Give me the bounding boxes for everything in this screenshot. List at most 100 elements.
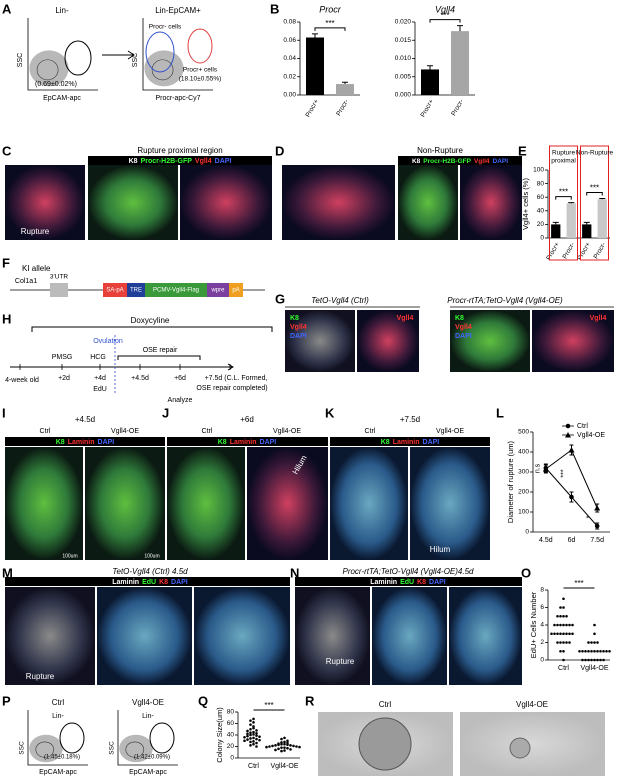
dot [584,649,587,653]
dot [553,632,556,636]
label: SSC [132,53,139,67]
flow-contour [125,741,145,758]
label: OSE repair completed) [196,385,267,392]
dot [289,748,292,751]
arrow [102,50,135,60]
label: (18.10±0.55%) [179,76,222,83]
stain-name: Laminin [68,439,95,446]
y-tick-label: 80 [537,180,545,187]
dot [268,745,271,748]
micrograph [5,447,83,560]
dot [252,740,255,743]
y-tick-label: 0.015 [395,37,412,44]
label: SSC [17,53,24,67]
flow-contour [151,59,174,81]
x-tick-label: Procr+ [576,241,592,261]
micrograph [295,587,370,685]
dot [562,623,565,627]
stain-name: DAPI [423,439,440,446]
dot [274,748,277,752]
error-bar [342,81,348,85]
micrograph [97,587,192,685]
panel-letter: B [270,1,279,16]
dot [556,623,559,627]
label: +4.5d [75,415,95,424]
label: Rupture [26,672,55,681]
dot [246,732,249,736]
dot [553,623,556,627]
label: Lin- [55,6,69,15]
dot [562,658,565,662]
stain-name: Vgll4 [195,158,212,165]
dot [265,745,268,749]
label: Analyze [168,397,193,404]
x-tick-label: Procr- [593,241,608,260]
dot [565,632,568,636]
y-tick-label: 8 [540,587,544,594]
significance: *** [325,19,334,28]
micrograph [330,447,408,560]
label: Lin- [142,713,154,720]
bar [582,224,592,238]
flow-contour [35,741,55,758]
label: (0.69±0.02%) [35,81,77,88]
legend-label: Vgll4-OE [577,432,605,439]
gate [149,722,175,754]
panel-letter: D [275,143,284,158]
micrograph [285,310,355,372]
flow-cloud [144,50,184,87]
micrograph [5,165,85,240]
label: Vgll4 [290,324,307,331]
label: Procr+ cells [183,67,218,74]
x-tick-label: Ctrl [558,665,569,672]
label: Lin- [52,713,64,720]
flow-cloud [119,734,153,763]
gate [59,722,85,754]
label: 100um [62,553,77,559]
dot [559,641,562,644]
label: Procr-apc-Cy7 [155,95,200,102]
dot [590,649,593,653]
stain-legend: K8 Procr-H2B-GFP Vgll4 DAPI [129,158,232,165]
label: PMSG [52,354,73,361]
label: Vgll4-OE [516,700,548,709]
label: Hilum [430,545,451,554]
bar [551,224,561,238]
organoid [509,737,531,759]
dot [252,721,255,724]
micrograph [247,447,328,560]
dot [562,641,565,644]
stain-name: Laminin [112,579,139,586]
label: Vgll4 [590,315,607,322]
label: Ctrl [379,700,392,709]
point [569,494,574,500]
dot [243,736,246,739]
stain-name: K8 [417,579,426,586]
stain-name: DAPI [215,158,232,165]
dot [283,742,286,746]
sig-bracket [429,19,461,23]
label: Ctrl [202,428,213,435]
dot [252,730,255,734]
dot [559,606,562,609]
label: EpCAM-apc [129,769,167,776]
stain-name: Procr-H2B-GFP [423,158,471,165]
error-bar [568,202,575,204]
panel-letter: C [2,143,12,158]
label: OSE repair [143,347,178,354]
y-tick-label: 500 [518,429,529,436]
label: K8 [455,315,464,322]
dot [283,746,286,749]
flow-cloud [29,50,69,87]
stain-name: Laminin [230,439,257,446]
y-tick-label: 6 [540,604,544,611]
flow-cloud [29,734,63,763]
significance: *** [590,184,599,193]
label-bar [5,437,165,446]
y-tick-label: 0.005 [395,73,412,80]
y-tick-label: 100 [518,509,529,516]
stain-name: K8 [56,439,65,446]
dot [568,641,571,644]
dot [562,597,565,601]
significance: *** [440,11,449,20]
